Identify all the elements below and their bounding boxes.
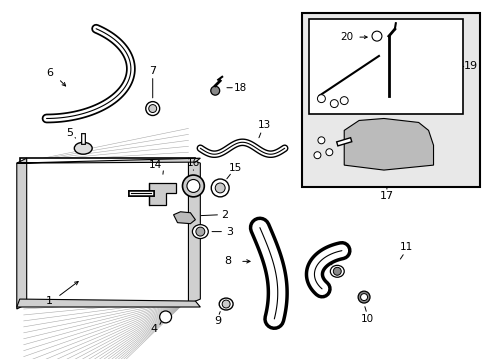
Text: 9: 9 [214,316,222,326]
Bar [301,13,479,187]
Ellipse shape [196,227,204,236]
Ellipse shape [160,311,171,323]
Text: 1: 1 [46,296,53,306]
Text: 3: 3 [226,226,233,237]
Text: 10: 10 [360,314,373,324]
Text: 2: 2 [221,210,228,220]
Polygon shape [148,183,175,205]
Text: 5: 5 [66,129,73,138]
Polygon shape [17,158,200,163]
Ellipse shape [148,105,156,113]
Text: 17: 17 [379,191,393,201]
Text: 4: 4 [150,324,157,334]
Text: 18: 18 [233,83,246,93]
Polygon shape [17,158,27,309]
Text: 20: 20 [340,32,353,42]
Ellipse shape [330,265,344,277]
Ellipse shape [333,267,341,275]
Ellipse shape [186,180,200,192]
Polygon shape [173,212,195,224]
Polygon shape [20,158,195,304]
Ellipse shape [222,300,230,308]
Polygon shape [344,118,433,170]
Ellipse shape [182,175,204,197]
Text: 14: 14 [149,160,162,170]
Ellipse shape [317,95,325,103]
Text: 15: 15 [228,163,241,173]
Ellipse shape [325,149,332,156]
Ellipse shape [313,152,320,159]
Text: 8: 8 [224,256,231,266]
Text: 6: 6 [46,68,53,78]
Ellipse shape [192,225,208,239]
Text: 11: 11 [399,243,412,252]
Ellipse shape [74,142,92,154]
Ellipse shape [330,100,338,108]
Text: 13: 13 [258,121,271,130]
Ellipse shape [211,179,229,197]
Ellipse shape [317,137,324,144]
Ellipse shape [215,183,224,193]
Bar [309,19,462,113]
Ellipse shape [357,291,369,303]
Text: 12: 12 [320,251,333,261]
Text: 19: 19 [463,61,477,71]
Ellipse shape [340,96,347,105]
Polygon shape [17,299,200,307]
Ellipse shape [145,102,160,116]
Ellipse shape [360,294,367,301]
Ellipse shape [371,31,381,41]
Polygon shape [188,158,200,304]
Text: 16: 16 [186,158,200,168]
Text: 7: 7 [149,66,156,76]
Ellipse shape [219,298,233,310]
Ellipse shape [210,86,219,95]
